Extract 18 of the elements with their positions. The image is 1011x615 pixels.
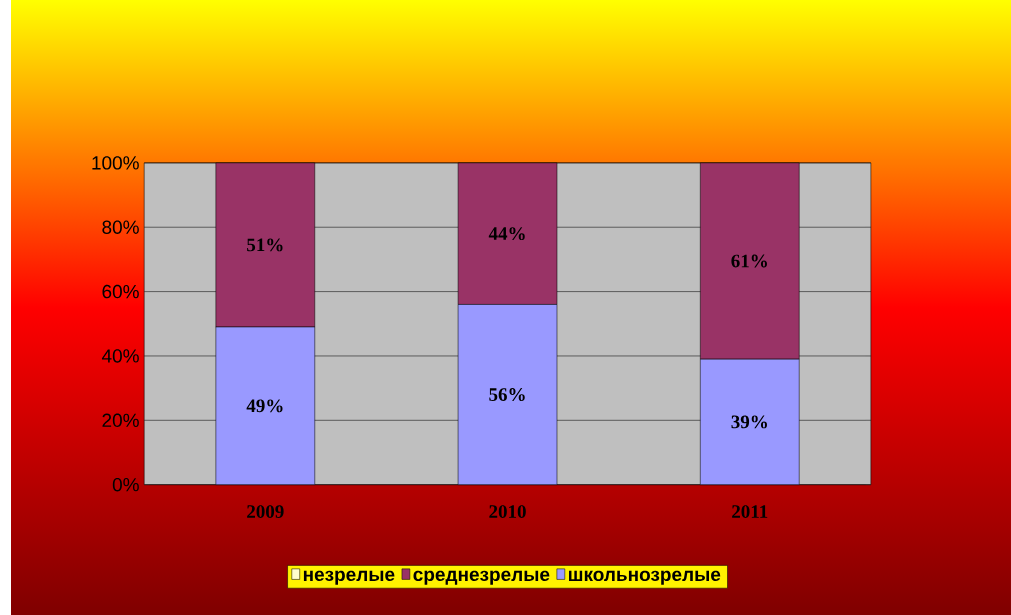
y-tick-label: 80%: [102, 220, 139, 234]
data-label: 39%: [731, 415, 767, 429]
legend-label: школьнозрелые: [569, 570, 721, 585]
data-label: 56%: [489, 388, 525, 401]
x-tick-label: 2009: [247, 505, 284, 518]
x-tick-label: 2010: [489, 505, 526, 518]
data-label: 61%: [731, 254, 767, 268]
legend-label: незрелые: [303, 570, 395, 585]
y-tick-label: 100%: [92, 156, 139, 170]
y-tick-label: 40%: [101, 349, 139, 363]
y-tick-label: 0%: [112, 477, 139, 492]
y-tick-label: 60%: [102, 284, 139, 299]
data-label: 51%: [247, 238, 283, 252]
data-label: 44%: [488, 227, 525, 240]
x-tick-label: 2011: [732, 505, 768, 518]
data-label: 49%: [246, 399, 283, 413]
legend-label: среднезрелые: [413, 570, 550, 585]
y-tick-label: 20%: [102, 413, 139, 427]
